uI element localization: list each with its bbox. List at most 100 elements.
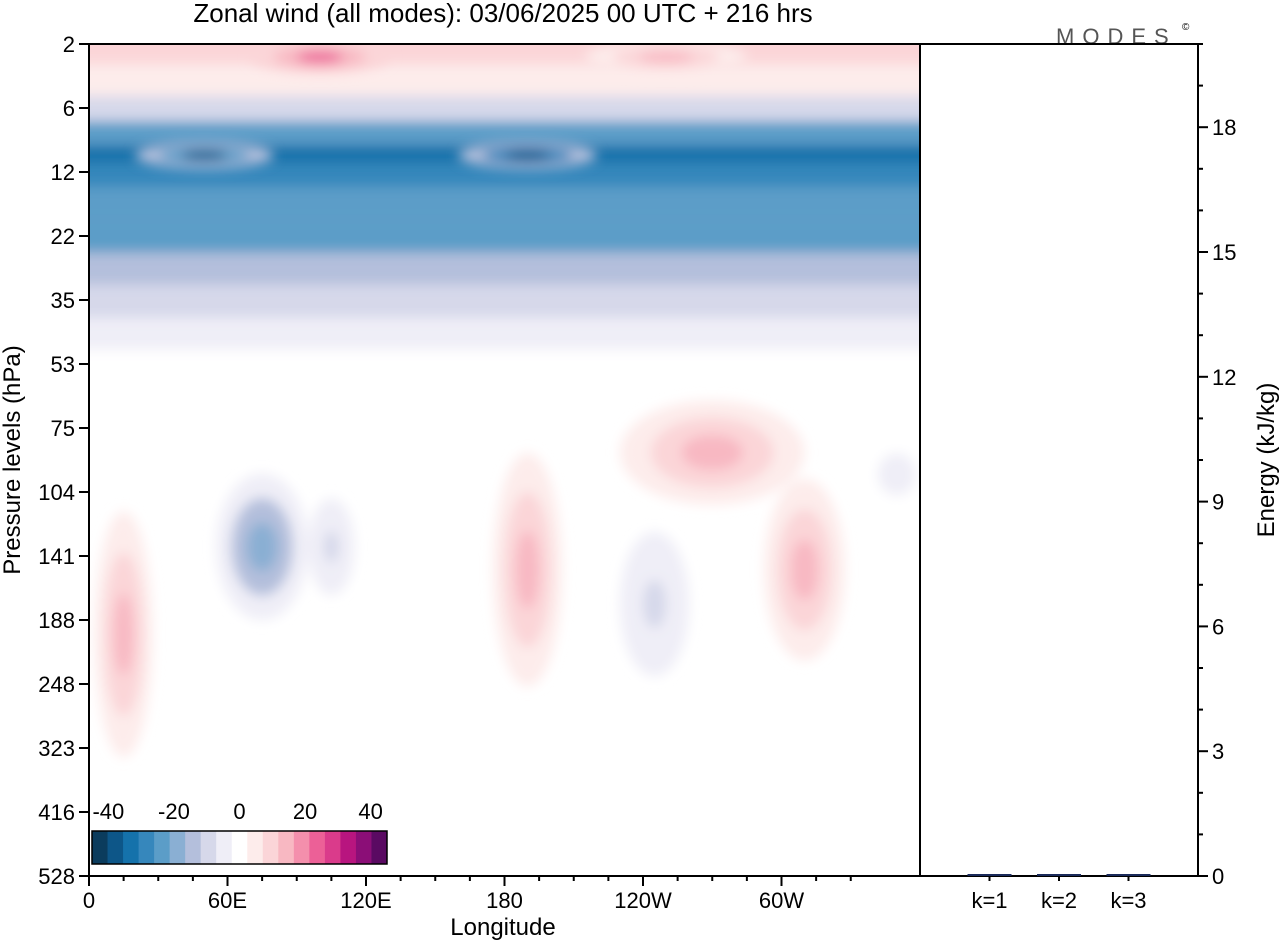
colorbar-cell <box>262 831 279 864</box>
colorbar-tick-label: 40 <box>358 799 382 824</box>
colorbar-cell <box>107 831 124 864</box>
wind-feature <box>887 463 907 485</box>
pressure-tick-label: 528 <box>38 864 75 889</box>
pressure-axis: 2 6 12 22 35 53 75 104 141 188 248 323 416 528 <box>38 32 89 889</box>
energy-tick-label: 18 <box>1212 115 1236 140</box>
wind-band <box>89 219 920 253</box>
energy-tick-label: 15 <box>1212 240 1236 265</box>
energy-axis-label: Energy (kJ/kg) <box>1253 383 1280 538</box>
energy-category-label: k=1 <box>971 888 1007 913</box>
colorbar-cell <box>138 831 155 864</box>
colorbar-cell <box>169 831 186 864</box>
pressure-tick-label: 75 <box>51 416 75 441</box>
pressure-tick-label: 104 <box>38 480 75 505</box>
wind-band <box>89 652 920 716</box>
energy-tick-label: 3 <box>1212 739 1224 764</box>
wind-feature <box>323 530 340 564</box>
pressure-tick-label: 141 <box>38 544 75 569</box>
pressure-tick-label: 323 <box>38 736 75 761</box>
energy-tick-label: 6 <box>1212 614 1224 639</box>
colorbar-cell <box>200 831 217 864</box>
pressure-tick-label: 188 <box>38 608 75 633</box>
colorbar-cell <box>247 831 264 864</box>
wind-feature <box>791 539 819 601</box>
wind-band <box>89 349 920 396</box>
pressure-tick-label: 248 <box>38 672 75 697</box>
colorbar-cell <box>371 831 388 864</box>
pressure-tick-label: 53 <box>51 352 75 377</box>
wind-feature <box>246 522 278 572</box>
heatmap-panel: 2 6 12 22 35 53 75 104 141 188 248 323 416 528 0 60E 12… <box>0 32 921 941</box>
colorbar-tick-label: 0 <box>233 799 245 824</box>
energy-panel: 0 3 6 9 12 15 18 k=1 k=2 k=3 Energy (kJ/kg) <box>919 43 1280 913</box>
heatmap-field <box>89 44 920 876</box>
wind-band <box>89 252 920 285</box>
pressure-tick-label: 6 <box>63 96 75 121</box>
wind-band <box>89 121 920 145</box>
energy-category-label: k=3 <box>1110 888 1146 913</box>
colorbar-cell <box>278 831 295 864</box>
energy-frame <box>919 43 1199 877</box>
longitude-tick-label: 120E <box>340 888 391 913</box>
longitude-tick-label: 60W <box>759 888 804 913</box>
wind-band <box>89 284 920 318</box>
energy-tick-label: 0 <box>1212 864 1224 889</box>
pressure-tick-label: 2 <box>63 32 75 57</box>
colorbar-cell <box>92 831 109 864</box>
pressure-tick-label: 22 <box>51 224 75 249</box>
wind-band <box>89 187 920 220</box>
wind-band <box>89 396 920 460</box>
pressure-tick-label: 416 <box>38 800 75 825</box>
energy-categories: k=1 k=2 k=3 <box>971 876 1147 913</box>
wind-feature <box>639 51 694 63</box>
energy-bar <box>967 874 1012 876</box>
colorbar-tick-label: 20 <box>293 799 317 824</box>
wind-band <box>89 64 920 97</box>
energy-bar <box>1106 874 1151 876</box>
energy-category-label: k=2 <box>1041 888 1077 913</box>
energy-tick-label: 12 <box>1212 365 1236 390</box>
wind-feature <box>114 593 134 676</box>
colorbar-cell <box>185 831 202 864</box>
y-axis-label: Pressure levels (hPa) <box>0 345 26 574</box>
wind-feature <box>516 530 540 609</box>
colorbar-frame <box>91 830 388 865</box>
colorbar-cell <box>231 831 248 864</box>
longitude-tick-label: 60E <box>208 888 247 913</box>
colorbar: -40 -20 0 20 40 <box>91 799 388 865</box>
wind-band <box>89 96 920 122</box>
wind-feature <box>681 435 744 470</box>
colorbar-cell <box>309 831 326 864</box>
longitude-tick-label: 0 <box>83 888 95 913</box>
chart-title: Zonal wind (all modes): 03/06/2025 00 UT… <box>193 0 812 28</box>
pressure-tick-label: 35 <box>51 288 75 313</box>
colorbar-cell <box>293 831 310 864</box>
energy-bars <box>967 874 1151 876</box>
colorbar-cell <box>154 831 171 864</box>
wind-feature <box>181 150 228 160</box>
wind-band <box>89 317 920 350</box>
longitude-axis: 0 60E 120E 180 120W 60W <box>83 876 852 913</box>
wind-band <box>89 163 920 188</box>
x-axis-label: Longitude <box>450 914 555 941</box>
energy-tick-label: 9 <box>1212 490 1224 515</box>
colorbar-cell <box>123 831 140 864</box>
colorbar-cells <box>92 831 388 864</box>
colorbar-cell <box>355 831 372 864</box>
colorbar-cell <box>216 831 233 864</box>
colorbar-labels: -40 -20 0 20 40 <box>92 799 382 824</box>
pressure-tick-label: 12 <box>51 160 75 185</box>
heatmap-features <box>94 44 920 758</box>
longitude-tick-label: 180 <box>486 888 523 913</box>
wind-band <box>89 716 920 780</box>
colorbar-tick-label: -40 <box>92 799 124 824</box>
colorbar-tick-label: -20 <box>158 799 190 824</box>
colorbar-cell <box>340 831 357 864</box>
energy-bar <box>1037 874 1081 876</box>
longitude-tick-label: 120W <box>614 888 672 913</box>
wind-feature <box>504 150 551 160</box>
modes-logo-mark: © <box>1182 22 1190 33</box>
colorbar-cell <box>324 831 341 864</box>
energy-axis: 0 3 6 9 12 15 18 <box>1198 43 1236 889</box>
